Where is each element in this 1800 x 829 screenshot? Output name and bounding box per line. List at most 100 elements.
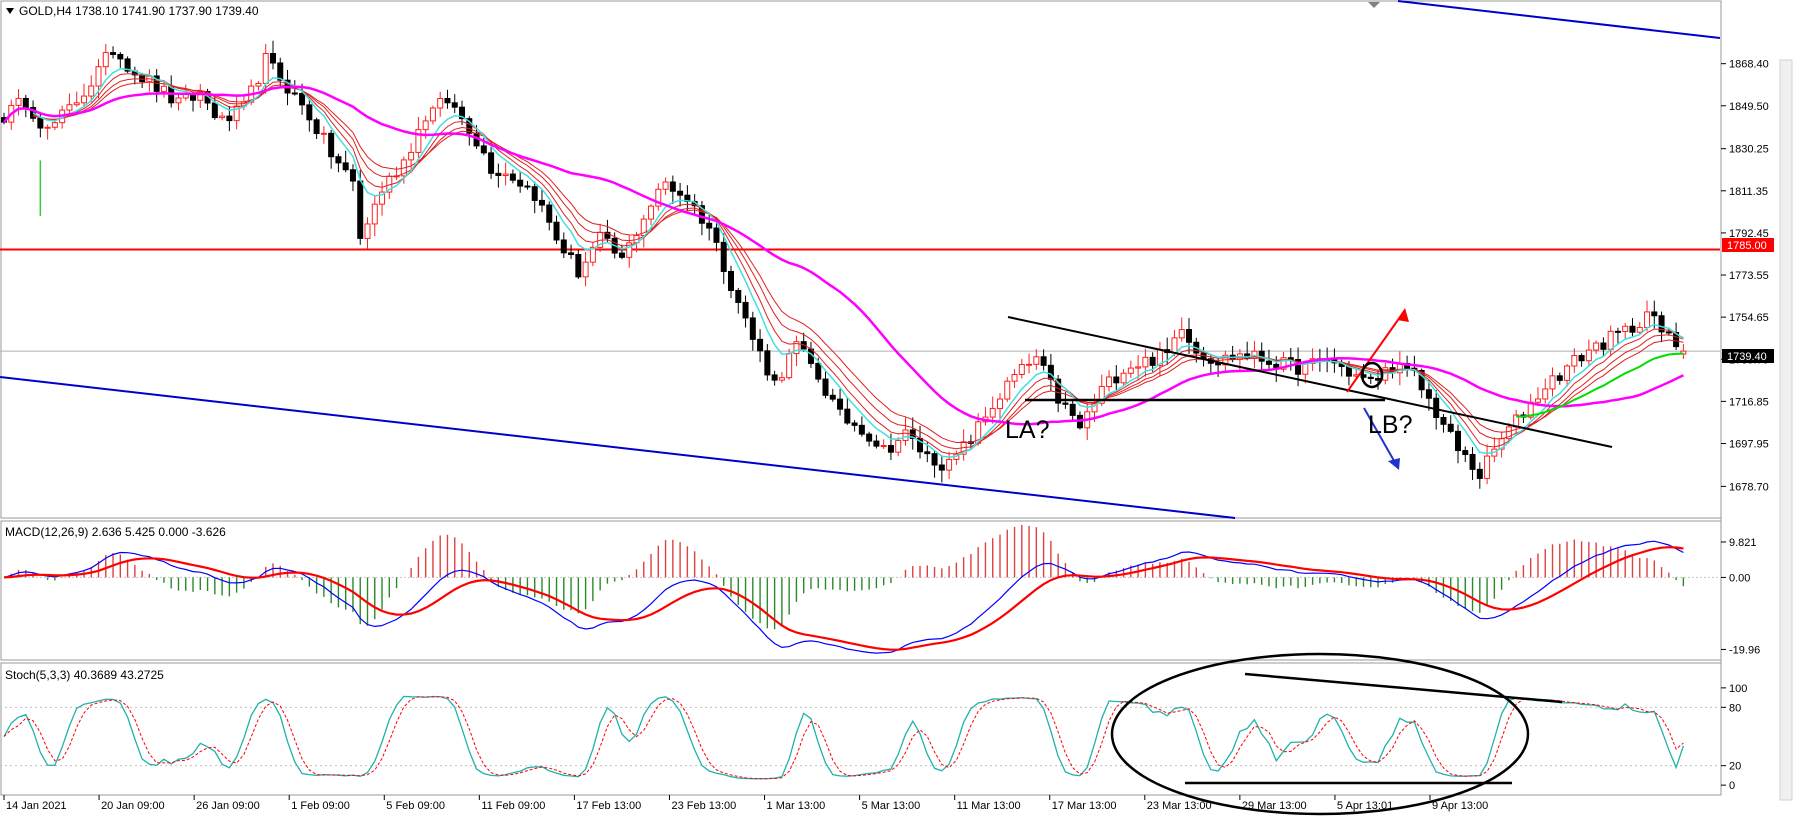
candle-body xyxy=(1265,360,1272,365)
candle-body xyxy=(15,97,22,106)
candle-body xyxy=(306,104,313,121)
candle-body xyxy=(837,398,844,410)
candle-body xyxy=(1055,378,1062,404)
level-price-label: 1785.00 xyxy=(1727,240,1767,252)
candle-body xyxy=(437,98,444,109)
down-arrow-head-icon xyxy=(1388,458,1400,470)
stoch-signal-line xyxy=(3,696,1684,780)
candle-body xyxy=(1004,380,1011,400)
candle-body xyxy=(1462,450,1469,455)
candle-body xyxy=(139,74,146,83)
candle-body xyxy=(1302,362,1309,375)
candle-body xyxy=(451,102,458,108)
candle-body xyxy=(342,162,349,171)
candle-body xyxy=(73,102,80,106)
candle-body xyxy=(262,53,269,84)
candle-body xyxy=(66,104,73,111)
stochastic-resistance-line[interactable] xyxy=(1244,672,1563,704)
candle-body xyxy=(1578,355,1585,362)
price-tick-label: 1754.65 xyxy=(1729,312,1769,324)
candle-body xyxy=(1106,376,1113,387)
candle-body xyxy=(459,106,466,120)
candles xyxy=(1,40,1687,489)
candle-body xyxy=(357,180,364,239)
candle-body xyxy=(887,445,894,453)
candle-body xyxy=(80,95,87,104)
time-axis-label: 14 Jan 2021 xyxy=(6,800,67,812)
candle-body xyxy=(822,378,829,396)
candle-body xyxy=(255,82,262,87)
stochastic-header: Stoch(5,3,3) 40.3689 43.2725 xyxy=(5,668,164,682)
price-tick-label: 1697.95 xyxy=(1729,438,1769,450)
candle-body xyxy=(37,117,44,129)
right-scrollbar[interactable] xyxy=(1779,59,1793,801)
up-arrow[interactable] xyxy=(1346,309,1406,393)
upper-channel-line[interactable] xyxy=(1397,0,1721,39)
fast-ma-line xyxy=(32,68,1684,458)
candle-body xyxy=(931,453,938,466)
candle-body xyxy=(1476,468,1483,479)
candle-body xyxy=(517,179,524,187)
lower-channel-line[interactable] xyxy=(0,376,1236,519)
price-tick-label: 1792.45 xyxy=(1729,228,1769,240)
candle-body xyxy=(313,119,320,134)
time-axis-label: 17 Feb 13:00 xyxy=(576,800,641,812)
candle-body xyxy=(1455,430,1461,452)
candle-body xyxy=(720,241,727,272)
candle-body xyxy=(124,58,131,72)
candle-body xyxy=(1026,363,1033,366)
candle-body xyxy=(815,362,822,380)
candle-body xyxy=(1149,356,1156,366)
slow-ma-line xyxy=(3,85,1684,426)
candle-body xyxy=(895,439,902,453)
down-arrow[interactable] xyxy=(1363,407,1398,467)
candle-body xyxy=(1091,402,1098,413)
current-price-label: 1739.40 xyxy=(1727,351,1767,363)
candle-body xyxy=(1629,325,1636,333)
menu-triangle-icon[interactable] xyxy=(6,8,14,14)
candle-body xyxy=(553,221,560,241)
highlight-circle[interactable] xyxy=(1360,361,1384,389)
candle-body xyxy=(1607,330,1614,350)
candle-body xyxy=(495,172,502,177)
candle-body xyxy=(1542,388,1549,400)
candle-body xyxy=(568,252,575,256)
candle-body xyxy=(95,66,102,87)
annotations: LA? LB? xyxy=(0,0,1721,816)
descending-trendline[interactable] xyxy=(1007,316,1613,448)
candle-body xyxy=(604,231,611,239)
candle-body xyxy=(429,107,436,122)
macd-signal-line xyxy=(3,546,1684,651)
candle-body xyxy=(291,92,298,95)
candle-body xyxy=(1636,326,1643,333)
candle-body xyxy=(408,151,415,161)
candle-body xyxy=(1040,356,1047,366)
candle-body xyxy=(1644,311,1651,328)
candle-body xyxy=(299,92,306,106)
candle-body xyxy=(328,132,335,158)
stochastic-highlight-ellipse[interactable] xyxy=(1110,652,1530,816)
price-header: GOLD,H4 1738.10 1741.90 1737.90 1739.40 xyxy=(19,4,259,18)
candle-body xyxy=(219,115,226,119)
candle-body xyxy=(1287,357,1294,360)
macd-tick-label: 0.00 xyxy=(1729,572,1750,584)
candle-body xyxy=(1178,329,1185,339)
candle-body xyxy=(1556,375,1563,381)
candle-body xyxy=(706,222,713,229)
time-axis-label: 5 Feb 09:00 xyxy=(386,800,445,812)
macd-tick-label: 9.821 xyxy=(1729,537,1757,549)
candle-body xyxy=(175,97,182,104)
stochastic-series-layer xyxy=(0,695,1720,780)
level-price-tag xyxy=(1722,238,1774,252)
time-axis-label: 11 Mar 13:00 xyxy=(957,800,1021,812)
candle-body xyxy=(22,97,29,108)
time-axis-label: 5 Mar 13:00 xyxy=(862,800,921,812)
macd-series-layer xyxy=(0,524,1720,654)
candle-body xyxy=(211,102,218,119)
candle-body xyxy=(1534,398,1541,403)
candle-body xyxy=(793,341,800,355)
candle-body xyxy=(269,53,276,64)
candle-body xyxy=(1447,423,1454,432)
